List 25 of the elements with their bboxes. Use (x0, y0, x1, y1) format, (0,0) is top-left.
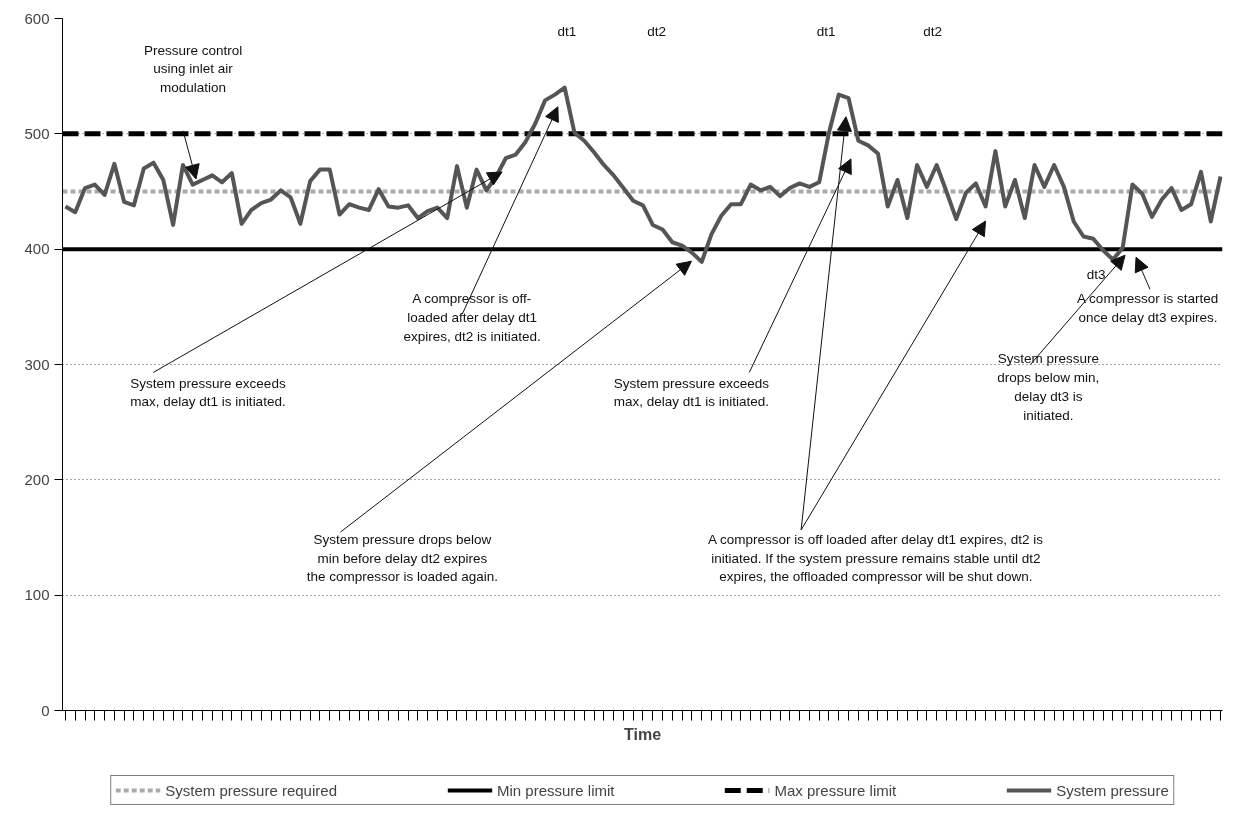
annotation: System pressure exceeds max, delay dt1 is initiated. (130, 375, 286, 410)
annotation: A compressor is started once delay dt3 expires. (1077, 291, 1219, 326)
annotation: System pressure drops below min, delay dt3 is initiated. (997, 351, 1100, 423)
annotation: dt1 (557, 23, 577, 39)
legend-label: Min pressure limit (496, 781, 615, 799)
annotation: A compressor is off loaded after delay dt1 expires, dt2 is initiated. If the system pressure remains stable until dt2 expires, the offloaded compressor will be shut down. (707, 531, 1044, 585)
annotation: A compressor is off- loaded after delay dt1 expires, dt2 is initiated. (403, 291, 541, 344)
annotation: System pressure exceeds max, delay dt1 is initiated. (613, 375, 770, 410)
y-tick-label: 100 (24, 586, 50, 604)
y-tick-label: 500 (24, 124, 50, 142)
annotation: System pressure drops below min before delay dt2 expires the compressor is loaded again. (306, 531, 499, 585)
legend-label: Max pressure limit (774, 781, 897, 799)
y-tick-label: 300 (24, 355, 50, 373)
annotation: dt2 (647, 23, 666, 39)
y-tick-label: 200 (24, 470, 50, 488)
legend-label: System pressure (1056, 781, 1169, 799)
annotation: Pressure control using inlet air modulation (143, 42, 243, 96)
annotation: dt1 (816, 23, 836, 39)
y-tick-label: 0 (41, 701, 50, 719)
annotation: dt2 (923, 23, 943, 39)
annotation: dt3 (1086, 267, 1106, 283)
y-tick-label: 400 (24, 240, 50, 258)
x-axis-title: Time (623, 725, 662, 743)
y-tick-label: 600 (24, 9, 50, 27)
legend-label: System pressure required (165, 781, 337, 799)
